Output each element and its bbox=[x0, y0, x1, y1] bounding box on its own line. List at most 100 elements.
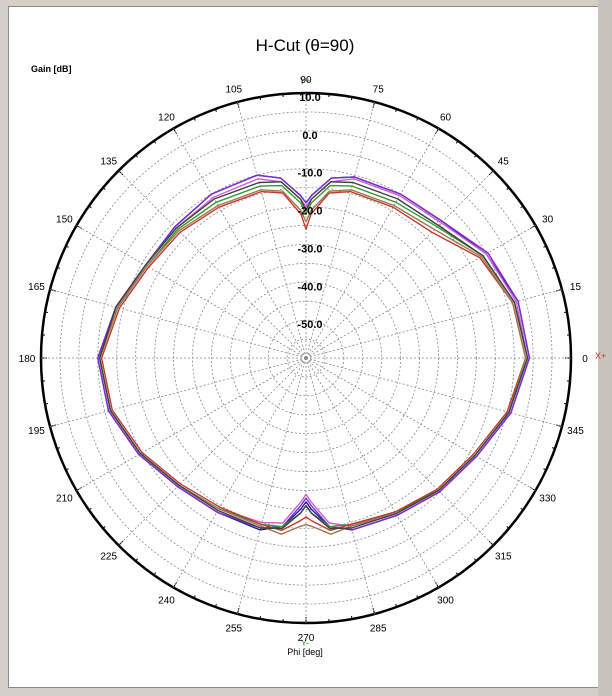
outer-tick bbox=[56, 447, 60, 450]
grid-spoke bbox=[305, 289, 563, 359]
outer-tick bbox=[351, 615, 353, 620]
angle-tick-label: 315 bbox=[495, 551, 512, 562]
angle-tick-label: 75 bbox=[373, 85, 385, 96]
outer-tick bbox=[259, 615, 261, 620]
outer-tick bbox=[351, 96, 353, 101]
grid-spoke bbox=[76, 357, 307, 491]
gain-axis-label: Gain [dB] bbox=[31, 64, 72, 74]
outer-tick bbox=[395, 108, 398, 112]
outer-tick bbox=[193, 117, 196, 121]
outer-tick bbox=[520, 507, 524, 511]
angle-tick-label: 195 bbox=[28, 426, 45, 437]
radial-tick-label: -50.0 bbox=[297, 319, 322, 331]
outer-tick bbox=[455, 572, 459, 576]
radial-tick-label: -30.0 bbox=[297, 243, 322, 255]
outer-tick bbox=[552, 447, 556, 450]
grid-circle bbox=[78, 130, 534, 586]
angle-tick-label: 105 bbox=[225, 85, 242, 96]
outer-tick bbox=[506, 187, 510, 190]
outer-tick bbox=[135, 154, 138, 158]
outer-tick bbox=[65, 245, 69, 248]
x-plus-marker: X+ bbox=[595, 351, 606, 361]
radial-tick-label: 10.0 bbox=[299, 92, 320, 104]
angle-tick-label: 270 bbox=[298, 633, 315, 644]
grid-spoke bbox=[173, 357, 307, 588]
series-line bbox=[97, 174, 531, 531]
outer-tick bbox=[65, 468, 69, 471]
outer-tick bbox=[455, 140, 459, 144]
radial-tick-label: -40.0 bbox=[297, 281, 322, 293]
angle-tick-label: 15 bbox=[570, 282, 582, 293]
outer-tick bbox=[416, 117, 419, 121]
angle-tick-label: 165 bbox=[28, 282, 45, 293]
series-line bbox=[97, 174, 531, 531]
angle-tick-label: 120 bbox=[158, 112, 175, 123]
phi-axis-label: Phi [deg] bbox=[287, 647, 323, 657]
outer-tick bbox=[88, 205, 92, 209]
grid-circle bbox=[59, 111, 553, 605]
grid-spoke bbox=[49, 289, 307, 359]
angle-tick-label: 0 bbox=[582, 354, 588, 365]
grid-spoke bbox=[173, 128, 307, 359]
outer-tick bbox=[474, 154, 477, 158]
angle-tick-label: 90 bbox=[300, 75, 312, 86]
grid-circle bbox=[210, 262, 402, 454]
series-line bbox=[99, 178, 529, 527]
grid-circle bbox=[135, 187, 477, 529]
y-minus-marker: Y- bbox=[301, 638, 309, 648]
outer-tick bbox=[416, 595, 419, 599]
outer-tick bbox=[193, 595, 196, 599]
angle-tick-label: 30 bbox=[542, 215, 554, 226]
angle-tick-label: 45 bbox=[498, 157, 510, 168]
angle-tick-label: 210 bbox=[56, 494, 73, 505]
outer-tick bbox=[214, 108, 217, 112]
angle-tick-label: 255 bbox=[225, 623, 242, 634]
outer-tick bbox=[135, 558, 138, 562]
grid-circle bbox=[229, 281, 383, 435]
outer-tick bbox=[543, 468, 547, 471]
outer-tick bbox=[56, 266, 60, 269]
outer-tick bbox=[563, 311, 568, 313]
angle-tick-label: 135 bbox=[100, 157, 117, 168]
radial-tick-label: -20.0 bbox=[297, 206, 322, 218]
grid-spoke bbox=[305, 128, 439, 359]
angle-tick-label: 240 bbox=[158, 596, 175, 607]
outer-tick bbox=[153, 572, 157, 576]
grid-spoke bbox=[305, 170, 494, 359]
series-line bbox=[100, 190, 527, 532]
grid-circle bbox=[286, 338, 326, 378]
angle-tick-label: 345 bbox=[567, 426, 584, 437]
plot-panel bbox=[8, 6, 600, 688]
grid-spoke bbox=[118, 357, 307, 546]
window-edge bbox=[598, 0, 612, 696]
outer-tick bbox=[395, 604, 398, 608]
grid-spoke bbox=[118, 170, 307, 359]
grid-spoke bbox=[76, 225, 307, 359]
angle-tick-label: 285 bbox=[370, 623, 387, 634]
outer-tick bbox=[102, 187, 106, 190]
outer-tick bbox=[44, 403, 49, 405]
outer-tick bbox=[214, 604, 217, 608]
radial-tick-label: 0.0 bbox=[302, 130, 317, 142]
grid-spoke bbox=[305, 357, 563, 427]
grid-spoke bbox=[49, 357, 307, 427]
outer-tick bbox=[520, 205, 524, 209]
angle-tick-label: 225 bbox=[100, 551, 117, 562]
outer-tick bbox=[44, 311, 49, 313]
grid-spoke bbox=[305, 101, 375, 359]
grid-spoke bbox=[305, 357, 494, 546]
y-plus-marker: Y+ bbox=[299, 76, 310, 86]
radial-tick-label: -10.0 bbox=[297, 168, 322, 180]
outer-tick bbox=[474, 558, 477, 562]
grid-spoke bbox=[305, 225, 536, 359]
grid-spoke bbox=[305, 357, 439, 588]
outer-tick bbox=[552, 266, 556, 269]
grid-spoke bbox=[305, 357, 536, 491]
outer-tick bbox=[102, 526, 106, 529]
grid-spoke bbox=[237, 357, 307, 615]
series-line bbox=[99, 181, 529, 530]
angle-tick-label: 60 bbox=[440, 112, 452, 123]
angle-tick-label: 300 bbox=[437, 596, 454, 607]
outer-tick bbox=[506, 526, 510, 529]
outer-tick bbox=[543, 245, 547, 248]
